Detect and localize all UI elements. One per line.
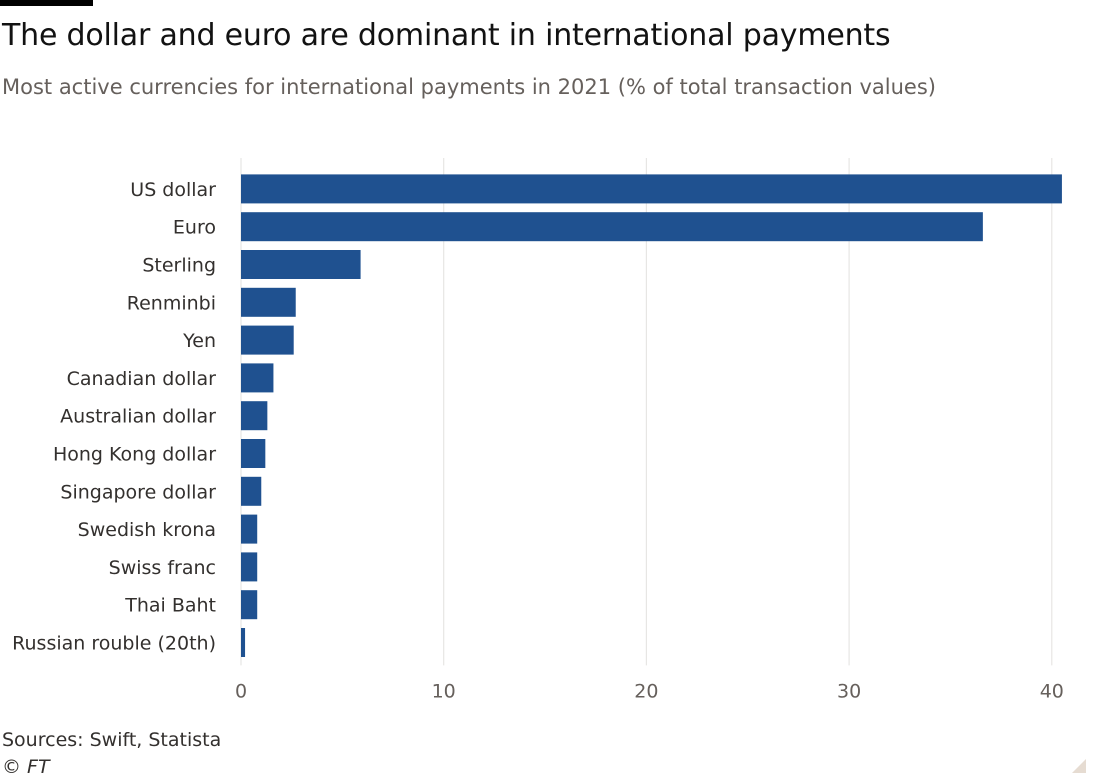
corner-mark <box>1072 759 1086 773</box>
bar <box>241 628 245 657</box>
brand-bar <box>0 0 93 6</box>
bar-chart: US dollar Euro Sterling Renminbi Yen Canadian… <box>0 140 1094 700</box>
x-tick-label: 30 <box>837 680 861 700</box>
bar <box>241 590 257 619</box>
chart-subtitle: Most active currencies for international… <box>2 75 936 99</box>
category-label: Renminbi <box>127 292 216 314</box>
bar <box>241 288 296 317</box>
bar <box>241 401 267 430</box>
sources-note: Sources: Swift, Statista <box>2 729 221 751</box>
x-tick-label: 0 <box>235 680 247 700</box>
x-tick-label: 40 <box>1040 680 1064 700</box>
bar <box>241 326 294 355</box>
bars <box>241 174 1062 657</box>
bar <box>241 250 361 279</box>
category-label: Yen <box>182 330 216 352</box>
bar <box>241 363 273 392</box>
category-label: Swiss franc <box>109 557 216 579</box>
bar <box>241 552 257 581</box>
bar <box>241 439 265 468</box>
chart-title: The dollar and euro are dominant in inte… <box>2 18 890 53</box>
x-tick-label: 20 <box>634 680 658 700</box>
category-label: Hong Kong dollar <box>53 444 216 466</box>
x-axis-ticks: 0 10 20 30 40 <box>235 680 1064 700</box>
bar <box>241 212 983 241</box>
ft-credit: © FT <box>2 756 50 778</box>
category-label: Singapore dollar <box>60 481 216 503</box>
x-tick-label: 10 <box>432 680 456 700</box>
category-label: Russian rouble (20th) <box>12 633 216 655</box>
category-labels: US dollar Euro Sterling Renminbi Yen Canadian… <box>12 179 216 655</box>
bar <box>241 515 257 544</box>
category-label: Australian dollar <box>60 406 216 428</box>
bar <box>241 174 1062 203</box>
category-label: Euro <box>173 217 216 239</box>
bar <box>241 477 261 506</box>
category-label: Sterling <box>142 255 216 277</box>
category-label: Thai Baht <box>124 595 216 617</box>
category-label: Swedish krona <box>78 519 216 541</box>
category-label: Canadian dollar <box>67 368 217 390</box>
category-label: US dollar <box>130 179 216 201</box>
